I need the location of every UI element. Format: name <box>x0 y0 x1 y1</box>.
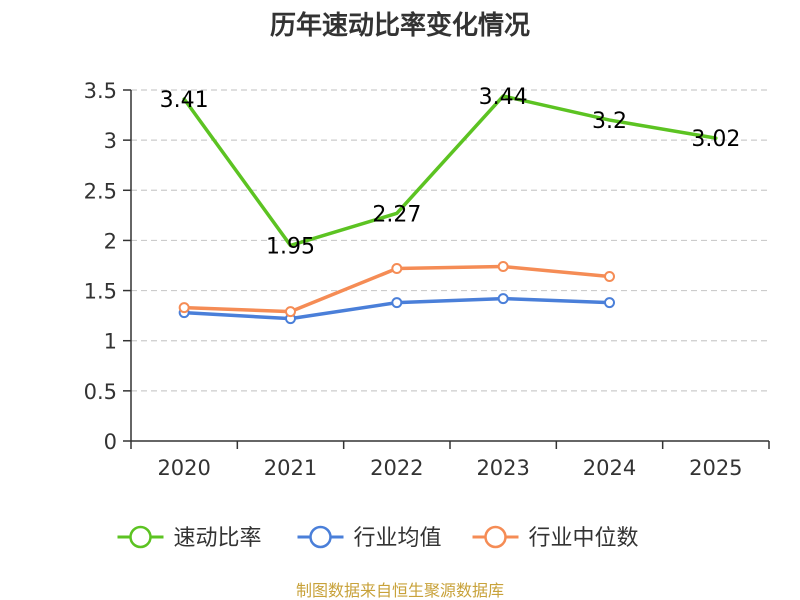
y-tick-label: 3.5 <box>84 79 117 103</box>
x-tick-label: 2023 <box>476 456 529 480</box>
series-line-0 <box>182 94 718 248</box>
data-labels: 3.41 1.95 2.27 3.44 3.2 3.02 <box>160 85 741 259</box>
y-tick-label: 1.5 <box>84 280 117 304</box>
data-point <box>285 306 296 318</box>
x-tick-label: 2022 <box>370 456 423 480</box>
legend-label: 行业均值 <box>354 526 442 551</box>
legend[interactable]: 速动比率 行业均值 行业中位数 <box>117 525 639 551</box>
data-label: 3.2 <box>592 109 627 134</box>
x-tick-label: 2024 <box>583 456 636 480</box>
source-note: 制图数据来自恒生聚源数据库 <box>296 581 504 600</box>
data-point <box>497 293 509 305</box>
x-tick-label: 2021 <box>264 456 317 480</box>
y-tick-label: 2 <box>104 229 117 253</box>
y-tick-label: 2.5 <box>84 179 117 203</box>
y-tick-label: 1 <box>104 330 117 354</box>
data-point <box>391 263 403 275</box>
grid <box>131 89 769 392</box>
data-label: 1.95 <box>266 234 315 259</box>
legend-item[interactable]: 行业中位数 <box>472 525 639 551</box>
x-tick-label: 2025 <box>689 456 742 480</box>
data-label: 3.41 <box>160 88 209 113</box>
y-tick-label: 0.5 <box>84 380 117 404</box>
x-tick-label: 2020 <box>157 456 210 480</box>
y-tick-label: 0 <box>104 430 117 454</box>
data-point <box>178 302 190 314</box>
data-label: 2.27 <box>372 202 421 227</box>
axes: 0 0.5 1 1.5 2 2.5 3 3.5 2020 2021 2022 2023 2024 2025 <box>84 79 770 480</box>
legend-item[interactable]: 行业均值 <box>297 525 442 551</box>
legend-marker-icon <box>129 525 152 549</box>
y-tick-label: 3 <box>104 129 117 153</box>
data-point <box>391 297 403 309</box>
chart-title: 历年速动比率变化情况 <box>270 10 530 41</box>
data-label: 3.02 <box>691 127 740 152</box>
legend-marker-icon <box>309 525 332 549</box>
data-point <box>497 261 509 273</box>
legend-label: 行业中位数 <box>529 526 639 551</box>
series <box>178 94 718 325</box>
legend-label: 速动比率 <box>174 526 262 551</box>
data-point <box>604 271 615 283</box>
legend-marker-icon <box>484 525 507 549</box>
data-point <box>604 297 615 309</box>
data-label: 3.44 <box>479 85 528 110</box>
legend-item[interactable]: 速动比率 <box>117 525 262 551</box>
